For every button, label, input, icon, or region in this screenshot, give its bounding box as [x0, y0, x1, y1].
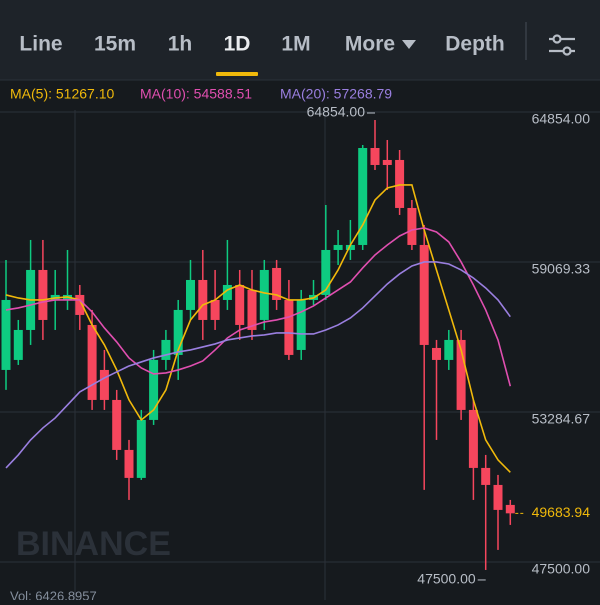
watermark: BINANCE	[16, 525, 171, 563]
ma-legend: MA(5): 51267.10	[10, 86, 114, 102]
candle-body	[136, 419, 146, 478]
candle-body	[235, 284, 245, 325]
ma-line	[5, 184, 511, 473]
candle-body	[468, 409, 478, 468]
candle-body	[198, 279, 208, 320]
candle-body	[444, 339, 454, 360]
candle-body	[333, 244, 343, 250]
y-tick-label: 64854.00	[532, 111, 591, 127]
plot	[1, 119, 515, 570]
tab[interactable]: 1D	[224, 33, 251, 56]
candle-body	[149, 359, 159, 420]
candle-body	[284, 299, 294, 355]
candle-body	[222, 284, 232, 300]
candle-body	[456, 339, 466, 410]
candle-body	[370, 147, 380, 165]
ma-legend: MA(10): 54588.51	[140, 86, 252, 102]
candle-body	[99, 369, 109, 400]
ma-legend: MA(20): 57268.79	[280, 86, 392, 102]
candle-body	[13, 329, 23, 360]
candle-body	[112, 399, 122, 450]
candle-body	[210, 299, 220, 320]
tab[interactable]: Line	[19, 33, 62, 56]
candle-body	[1, 299, 11, 370]
settings-icon[interactable]	[549, 34, 575, 56]
ma-line	[5, 261, 511, 469]
candle-body	[161, 339, 171, 360]
candle-body	[505, 504, 515, 514]
candle-body	[345, 244, 355, 250]
active-underline	[216, 72, 258, 76]
tab[interactable]: Depth	[445, 33, 505, 56]
candle-body	[75, 294, 85, 315]
tabs: Line 15m 1h 1D 1M More Depth	[19, 33, 505, 76]
price-axis: 64854.00 59069.33 53284.67 47500.00	[532, 111, 591, 577]
candle-body	[481, 467, 491, 485]
candle-body	[124, 449, 134, 478]
grid	[0, 111, 600, 563]
tab[interactable]: 1h	[168, 33, 193, 56]
candle-body	[407, 207, 417, 245]
candle-body	[395, 159, 405, 208]
y-tick-label: 59069.33	[532, 261, 591, 277]
candle-body	[321, 249, 331, 295]
y-tick-label: 47500.00	[532, 561, 591, 577]
high-label: 64854.00	[307, 104, 366, 120]
candle-body	[382, 159, 392, 165]
tab[interactable]: 15m	[94, 33, 136, 56]
candle-body	[173, 309, 183, 355]
candle-body	[272, 267, 282, 300]
candle-body	[493, 484, 503, 510]
candle-body	[358, 147, 368, 245]
low-label: 47500.00	[417, 571, 476, 587]
candle-body	[186, 279, 195, 310]
candle-body	[247, 289, 257, 330]
candle-body	[296, 299, 306, 350]
candle-body	[432, 347, 441, 360]
candle-body	[259, 269, 269, 320]
candle-body	[38, 269, 48, 320]
candle-body	[87, 324, 97, 400]
ma-line	[5, 227, 512, 387]
y-tick-label: 53284.67	[532, 411, 591, 427]
tab[interactable]: More	[345, 33, 395, 56]
tab[interactable]: 1M	[281, 33, 310, 56]
candle-body	[419, 244, 429, 345]
tab-bar	[0, 0, 600, 80]
dropdown-arrow	[402, 40, 416, 49]
volume-label: Vol: 6426.8957	[10, 588, 97, 600]
last-price-label: 49683.94	[532, 504, 591, 520]
